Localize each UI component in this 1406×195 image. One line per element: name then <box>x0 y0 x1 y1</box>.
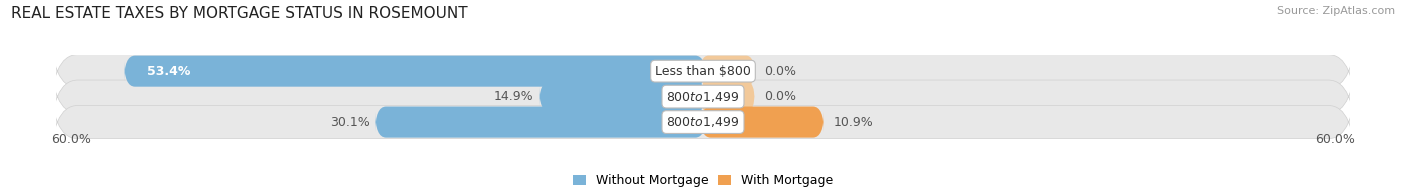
FancyBboxPatch shape <box>700 106 824 138</box>
Text: 60.0%: 60.0% <box>1315 133 1355 146</box>
FancyBboxPatch shape <box>700 56 755 87</box>
FancyBboxPatch shape <box>51 50 1355 144</box>
FancyBboxPatch shape <box>375 106 706 138</box>
Text: 0.0%: 0.0% <box>765 65 796 78</box>
FancyBboxPatch shape <box>538 81 706 112</box>
Text: REAL ESTATE TAXES BY MORTGAGE STATUS IN ROSEMOUNT: REAL ESTATE TAXES BY MORTGAGE STATUS IN … <box>11 6 468 21</box>
FancyBboxPatch shape <box>51 75 1355 169</box>
Text: $800 to $1,499: $800 to $1,499 <box>666 90 740 104</box>
Text: 0.0%: 0.0% <box>765 90 796 103</box>
Legend: Without Mortgage, With Mortgage: Without Mortgage, With Mortgage <box>568 169 838 192</box>
Text: 53.4%: 53.4% <box>146 65 190 78</box>
FancyBboxPatch shape <box>51 24 1355 118</box>
FancyBboxPatch shape <box>124 56 706 87</box>
FancyBboxPatch shape <box>700 81 755 112</box>
Text: Less than $800: Less than $800 <box>655 65 751 78</box>
Text: 10.9%: 10.9% <box>834 116 873 129</box>
Text: 30.1%: 30.1% <box>330 116 370 129</box>
Text: $800 to $1,499: $800 to $1,499 <box>666 115 740 129</box>
Text: 60.0%: 60.0% <box>51 133 91 146</box>
Text: 14.9%: 14.9% <box>494 90 534 103</box>
Text: Source: ZipAtlas.com: Source: ZipAtlas.com <box>1277 6 1395 16</box>
